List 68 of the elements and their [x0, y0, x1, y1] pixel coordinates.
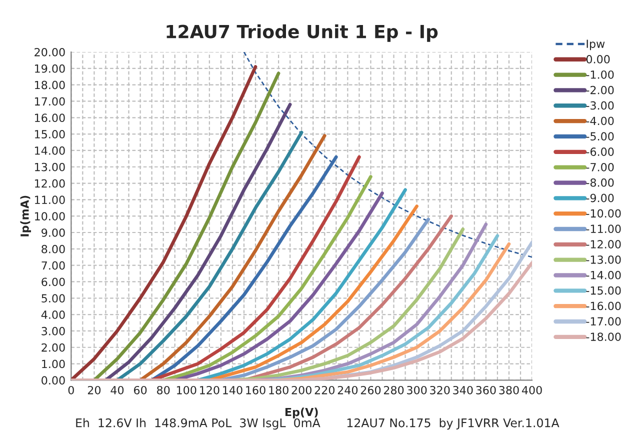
x-tick-label: 360	[476, 386, 496, 394]
y-tick-label: 1.00	[42, 360, 65, 368]
x-tick-label: 0	[68, 386, 74, 394]
y-tick-label: 4.00	[41, 310, 65, 319]
y-tick-label: 18.00	[35, 80, 65, 90]
legend-label: -11.00	[586, 224, 621, 234]
x-tick-label: 80	[157, 386, 170, 394]
y-tick-label: 14.00	[35, 146, 65, 155]
text: Eh 12.6V Ih 148.9mA PoL 3W IsgL 0mA	[76, 418, 320, 430]
text: 12AU7 No.175 by JF1VRR Ver.1.01A	[347, 418, 560, 430]
legend-label: -1.00	[586, 70, 614, 79]
y-tick-label: 8.00	[42, 244, 65, 254]
y-tick-label: 19.00	[35, 64, 65, 73]
x-tick-label: 120	[200, 386, 220, 394]
chart-title: 12AU7 Triode Unit 1 Ep - Ip	[166, 24, 438, 42]
legend-label: 0.00	[586, 55, 610, 64]
y-tick-label: 20.00	[34, 48, 65, 56]
legend-label: -18.00	[586, 332, 621, 341]
x-tick-label: 60	[134, 386, 147, 394]
y-tick-label: 15.00	[35, 130, 65, 138]
y-axis-title: Ip(mA)	[20, 196, 32, 236]
y-tick-label: 10.00	[35, 212, 65, 220]
legend-label: -12.00	[586, 240, 621, 248]
y-tick-label: 5.00	[42, 294, 65, 303]
y-tick-label: 2.00	[42, 343, 65, 352]
legend-label: -17.00	[586, 317, 621, 326]
x-axis-title: Ep(V)	[285, 408, 318, 418]
x-tick-label: 100	[176, 386, 196, 394]
legend-label: Ipw	[586, 40, 605, 50]
legend-label: -3.00	[586, 101, 614, 110]
legend-label: -10.00	[586, 209, 621, 218]
line-series	[243, 52, 532, 258]
y-tick-label: 0.00	[42, 376, 65, 385]
legend-label: -7.00	[586, 162, 614, 172]
x-tick-label: 260	[360, 386, 381, 394]
y-tick-label: 11.00	[35, 196, 65, 204]
y-tick-label: 16.00	[35, 114, 65, 122]
legend-label: -5.00	[586, 132, 614, 141]
y-tick-label: 9.00	[42, 228, 65, 237]
y-tick-label: 12.00	[35, 179, 65, 188]
legend-label: -13.00	[586, 255, 621, 264]
x-tick-label: 240	[338, 386, 358, 394]
x-tick-label: 200	[292, 386, 312, 394]
x-tick-label: 40	[110, 386, 124, 394]
legend-label: -14.00	[586, 270, 621, 280]
x-tick-label: 380	[499, 386, 519, 394]
x-tick-label: 20	[88, 386, 101, 394]
legend-label: -2.00	[586, 86, 614, 94]
legend-label: -15.00	[586, 286, 621, 295]
y-tick-label: 6.00	[42, 278, 65, 286]
legend-label: -6.00	[586, 148, 614, 156]
y-tick-label: 17.00	[35, 97, 65, 106]
y-tick-label: 13.00	[35, 162, 65, 172]
x-tick-label: 180	[269, 386, 288, 394]
legend-label: -8.00	[586, 178, 614, 187]
x-tick-label: 220	[314, 386, 334, 394]
x-tick-label: 140	[223, 386, 242, 394]
x-tick-label: 160	[246, 386, 266, 394]
x-tick-label: 280	[384, 386, 404, 394]
y-tick-label: 7.00	[42, 261, 65, 270]
y-tick-label: 3.00	[42, 326, 65, 336]
legend-label: -4.00	[586, 116, 614, 126]
legend-label: -16.00	[586, 302, 621, 310]
x-tick-label: 400	[522, 386, 542, 394]
x-tick-label: 320	[430, 386, 450, 394]
x-tick-label: 340	[453, 386, 473, 394]
legend-label: -9.00	[586, 194, 614, 202]
x-tick-label: 300	[407, 386, 427, 394]
